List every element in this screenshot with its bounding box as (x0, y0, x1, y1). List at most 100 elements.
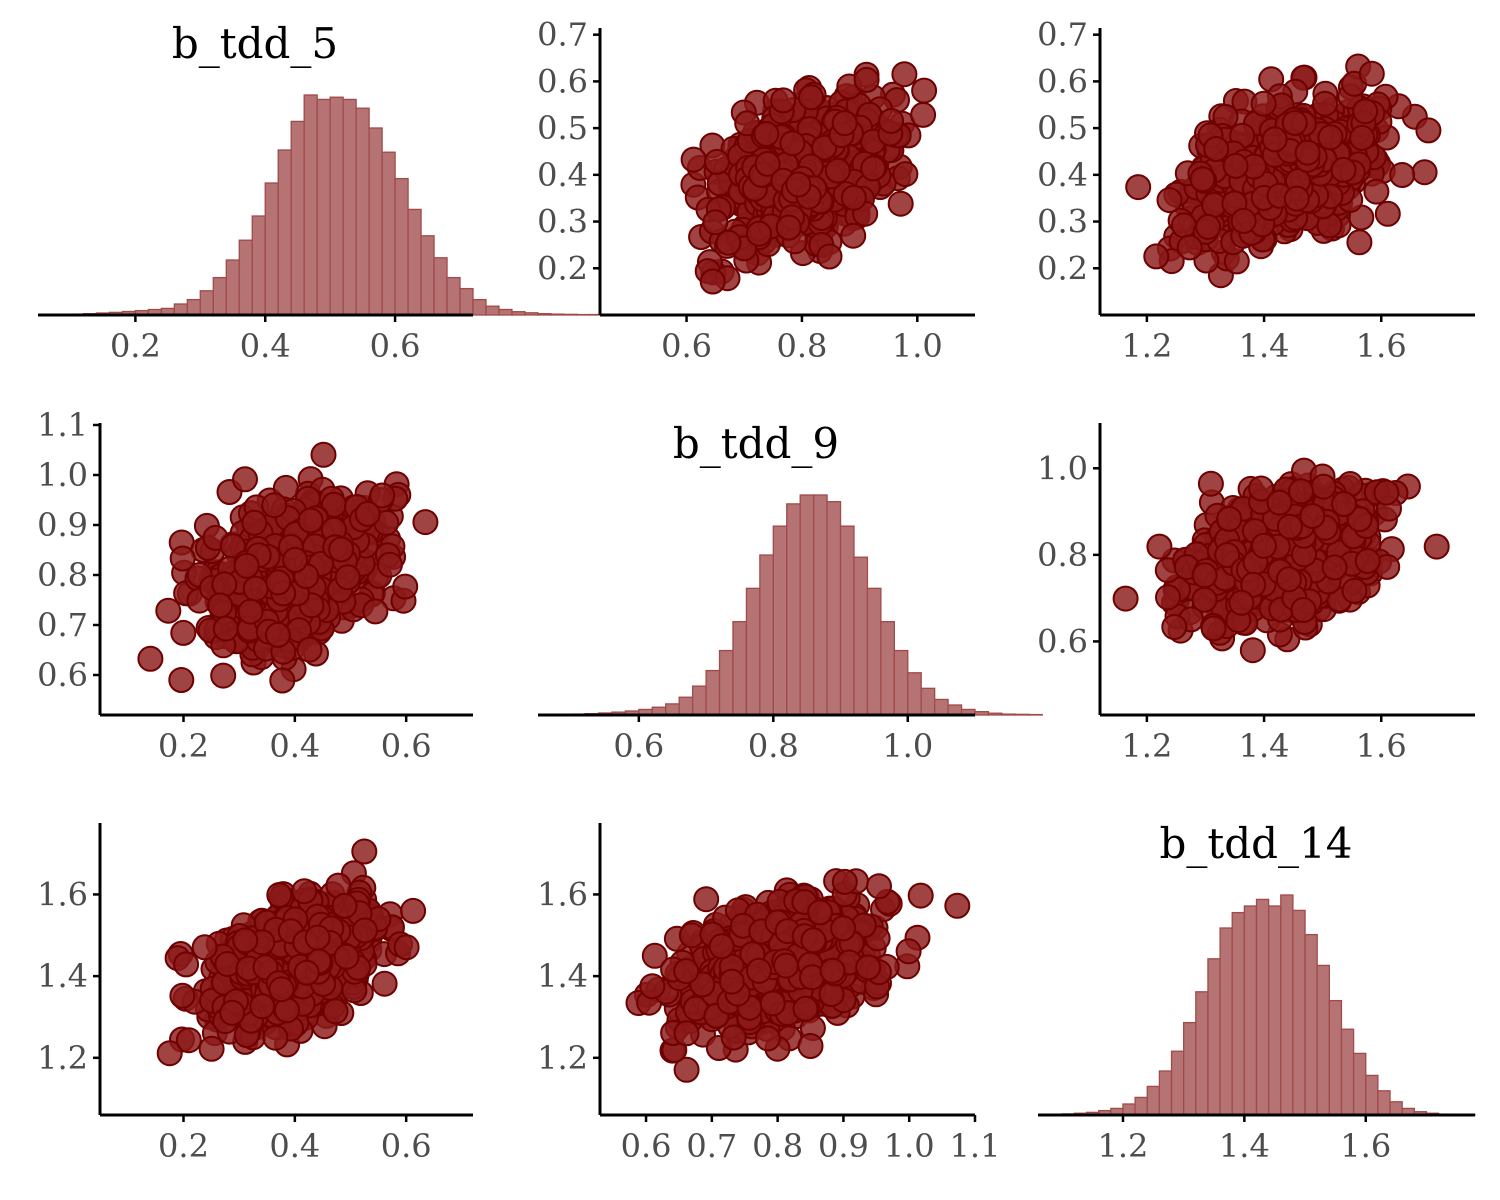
histogram-bar (368, 127, 383, 316)
scatter-point (173, 951, 200, 978)
scatter-point (155, 597, 182, 624)
x-tick-label: 0.6 (621, 1127, 672, 1165)
scatter-point (1288, 478, 1314, 505)
x-tick-label: 1.0 (892, 327, 943, 365)
histogram-bar (511, 311, 526, 316)
x-tick-label: 0.2 (110, 327, 161, 365)
scatter-point (376, 551, 403, 578)
histogram-bar (329, 96, 344, 316)
scatter-points (1112, 457, 1450, 664)
x-tick-label: 1.2 (1121, 327, 1172, 365)
scatter-point (211, 571, 238, 598)
scatter-point (291, 878, 318, 905)
histogram-bar (826, 501, 842, 716)
scatter-point (1216, 505, 1243, 532)
histogram-bar (1292, 909, 1306, 1116)
scatter-point (911, 77, 938, 104)
scatter-point (639, 973, 666, 1000)
scatter-point (1312, 90, 1338, 117)
scatter-point (1283, 185, 1310, 212)
x-tick-label: 0.9 (818, 1127, 869, 1165)
scatter-point (242, 575, 269, 602)
x-tick-label: 0.4 (240, 327, 291, 365)
histogram-bar (665, 703, 680, 716)
scatter-point (232, 466, 258, 493)
scatter-point (673, 1020, 700, 1047)
scatter-point (759, 990, 786, 1017)
y-tick-label: 0.5 (1037, 109, 1088, 147)
histogram-bar (705, 669, 721, 716)
scatter-point (351, 838, 378, 865)
scatter-point (266, 882, 293, 908)
histogram-bar (186, 298, 201, 316)
scatter-point (1197, 470, 1224, 497)
histogram-bar (290, 120, 305, 316)
histogram-bar (420, 235, 435, 316)
histogram-bar (786, 503, 801, 716)
scatter-point (1155, 584, 1181, 611)
scatter-point (1415, 117, 1442, 144)
x-tick-label: 0.6 (381, 727, 432, 765)
scatter-point (830, 915, 857, 942)
histogram-bar (394, 177, 409, 316)
y-tick-label: 0.2 (537, 249, 588, 287)
scatter-point (212, 615, 239, 642)
histogram-bar (1146, 1085, 1161, 1116)
scatter-point (895, 938, 922, 965)
y-tick-label: 0.6 (1037, 622, 1088, 660)
y-tick-label: 1.0 (1037, 449, 1088, 487)
y-tick-label: 0.4 (1037, 156, 1088, 194)
y-tick-label: 1.4 (537, 957, 588, 995)
y-tick-label: 1.0 (37, 456, 88, 494)
y-tick-label: 0.5 (537, 109, 588, 147)
x-tick-label: 0.8 (748, 727, 799, 765)
scatter-point (1250, 90, 1277, 117)
histogram-bar (1255, 898, 1270, 1116)
scatter-point (824, 157, 851, 184)
x-tick-label: 1.6 (1340, 1127, 1391, 1165)
histogram-bar (907, 672, 922, 716)
panel-scatter-row2-col1: 0.2 0.4 0.60.60.70.80.91.01.1 (37, 406, 473, 765)
x-tick-label: 0.2 (158, 1127, 209, 1165)
histogram-bar (987, 712, 1003, 716)
scatter-point (262, 1024, 289, 1051)
x-tick-label: 1.0 (882, 727, 933, 765)
scatter-point (1146, 533, 1173, 560)
histogram-bar (316, 98, 331, 316)
scatter-point (1112, 585, 1139, 612)
panel-scatter-row1-col2: 0.6 0.8 1.00.20.30.40.50.60.7 (537, 16, 975, 365)
histogram-bar (1377, 1090, 1391, 1116)
scatter-point (1310, 473, 1337, 500)
histogram-bar (1352, 1052, 1367, 1116)
panel-scatter-row2-col3: 1.2 1.4 1.60.60.81.0 (1037, 423, 1475, 765)
histogram-bar (678, 696, 694, 716)
scatter-point (797, 1033, 824, 1059)
scatter-point (840, 222, 867, 249)
histogram-bar (920, 687, 936, 716)
scatter-point (1228, 589, 1255, 616)
histogram-bar (1267, 905, 1282, 1116)
scatter-point (304, 924, 331, 951)
histogram-bar (1389, 1101, 1403, 1116)
scatter-point (268, 976, 295, 1003)
scatter-point (1331, 491, 1357, 517)
scatter-point (1203, 136, 1230, 162)
histogram-bar (880, 621, 895, 716)
y-tick-label: 0.6 (537, 62, 588, 100)
scatter-point (855, 954, 882, 981)
scatter-point (807, 899, 833, 926)
histogram-bar (472, 298, 487, 316)
histogram-bar (1280, 894, 1294, 1116)
panel-title: b_tdd_5 (172, 19, 338, 68)
scatter-point (371, 970, 398, 997)
scatter-point (137, 645, 164, 672)
scatter-point (746, 957, 772, 984)
scatter-point (1195, 213, 1222, 240)
scatter-point (310, 441, 337, 468)
scatter-point (198, 1035, 225, 1062)
scatter-point (1299, 503, 1326, 529)
histogram-bar (759, 554, 774, 716)
scatter-point (708, 933, 735, 960)
scatter-point (1266, 489, 1293, 516)
